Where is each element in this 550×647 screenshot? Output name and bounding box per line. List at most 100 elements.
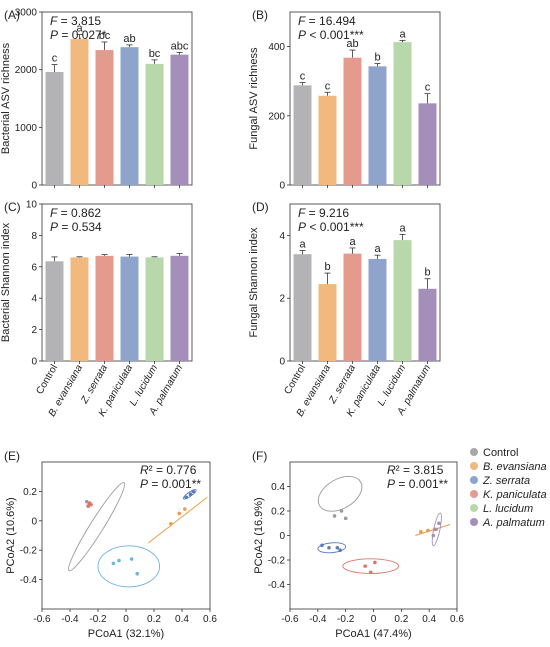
x-tick-label: -0.6 bbox=[281, 614, 299, 625]
legend-label: A. palmatum bbox=[482, 517, 545, 529]
bar bbox=[418, 103, 437, 185]
group-ellipse bbox=[97, 545, 161, 588]
significance-letter: a bbox=[399, 222, 406, 234]
group-ellipse bbox=[317, 542, 347, 554]
x-tick-label: 0 bbox=[123, 614, 129, 625]
y-tick-label: 0 bbox=[31, 516, 37, 527]
stat-p: P < 0.001*** bbox=[298, 220, 364, 234]
stat-p: P = 0.027* bbox=[50, 28, 107, 42]
x-tick-label: 0.6 bbox=[203, 614, 217, 625]
significance-letter: ab bbox=[346, 38, 358, 50]
legend-marker bbox=[470, 504, 478, 512]
significance-letter: ab bbox=[123, 33, 135, 45]
group-ellipse bbox=[431, 512, 442, 547]
data-point bbox=[332, 514, 337, 518]
data-point bbox=[339, 509, 344, 513]
bar bbox=[45, 261, 64, 361]
y-tick-label: 2 bbox=[279, 294, 285, 305]
y-tick-label: 0 bbox=[31, 357, 37, 368]
stat-f: F = 3.815 bbox=[50, 14, 101, 28]
stat-r2: R² = 3.815 bbox=[387, 463, 444, 477]
panel-letter: (B) bbox=[252, 8, 268, 22]
data-point bbox=[191, 489, 195, 494]
stat-r2: R² = 0.776 bbox=[140, 463, 197, 477]
bar bbox=[318, 95, 337, 185]
data-point bbox=[373, 560, 377, 565]
bar bbox=[343, 57, 362, 186]
data-point bbox=[437, 521, 441, 526]
bar bbox=[393, 42, 412, 185]
data-point bbox=[320, 543, 324, 548]
data-point bbox=[419, 530, 423, 534]
y-axis-title: Fungal Shannon index bbox=[248, 227, 260, 338]
x-tick-label: -0.4 bbox=[309, 614, 327, 625]
bar bbox=[418, 288, 437, 361]
bar bbox=[145, 63, 164, 185]
group-ellipse bbox=[68, 482, 126, 572]
bar bbox=[170, 255, 189, 361]
group-line bbox=[148, 496, 208, 544]
legend-marker bbox=[470, 518, 478, 526]
bar bbox=[95, 50, 114, 186]
y-tick-label: -0.2 bbox=[20, 546, 38, 557]
y-tick-label: 200 bbox=[268, 111, 285, 122]
panel-letter: (E) bbox=[4, 449, 20, 463]
bar bbox=[393, 240, 412, 361]
x-tick-label: Control bbox=[282, 363, 308, 396]
data-point bbox=[363, 564, 367, 568]
significance-letter: b bbox=[324, 261, 330, 273]
panel-frame bbox=[41, 11, 193, 186]
x-tick-label: -0.2 bbox=[337, 614, 355, 625]
data-point bbox=[327, 545, 331, 550]
stat-f: F = 0.862 bbox=[50, 206, 101, 220]
bar bbox=[70, 257, 89, 361]
y-tick-label: 3000 bbox=[15, 8, 38, 19]
significance-letter: b bbox=[424, 267, 430, 279]
bar bbox=[70, 39, 89, 185]
bar-panel-0: 0 1000 2000 3000 Bacterial ASV richness (A) F … bbox=[0, 8, 193, 192]
significance-letter: a bbox=[299, 238, 306, 250]
legend-label: K. paniculata bbox=[483, 489, 547, 501]
legend-marker bbox=[470, 462, 478, 470]
legend-label: B. evansiana bbox=[483, 461, 547, 473]
data-point bbox=[184, 495, 188, 500]
y-tick-label: 0 bbox=[279, 181, 285, 192]
y-tick-label: 4 bbox=[279, 231, 285, 242]
significance-letter: a bbox=[399, 28, 406, 40]
bar-panel-1: 0 200 400 Fungal ASV richness (B) F = 16.494P… bbox=[248, 8, 441, 192]
bar bbox=[170, 54, 189, 185]
significance-letter: a bbox=[374, 243, 381, 255]
x-tick-label: 0.4 bbox=[422, 614, 436, 625]
y-tick-label: -0.2 bbox=[268, 556, 286, 567]
bar bbox=[120, 256, 139, 361]
legend: Control B. evansiana Z. serrata K. panicula… bbox=[470, 447, 547, 529]
bar-panel-2: 0 2 4 6 8 10 Bacterial Shannon index (C) F = 0.8… bbox=[0, 200, 193, 419]
x-axis-title: PCoA1 (32.1%) bbox=[88, 628, 164, 640]
significance-letter: abc bbox=[171, 40, 189, 52]
y-axis-title: Bacterial Shannon index bbox=[0, 222, 12, 342]
y-tick-label: 6 bbox=[31, 262, 37, 273]
significance-letter: c bbox=[425, 82, 431, 94]
x-tick-label: -0.2 bbox=[89, 614, 107, 625]
data-point bbox=[117, 558, 121, 563]
data-point bbox=[431, 533, 436, 538]
panel-frame bbox=[289, 203, 441, 362]
legend-label: Control bbox=[483, 447, 518, 459]
data-point bbox=[129, 557, 134, 561]
bar bbox=[343, 253, 362, 361]
significance-letter: a bbox=[76, 22, 83, 34]
bar bbox=[120, 47, 139, 185]
panel-letter: (A) bbox=[4, 8, 20, 22]
legend-marker bbox=[470, 448, 478, 456]
x-tick-label: 0.2 bbox=[147, 614, 161, 625]
data-point bbox=[183, 507, 187, 511]
scatter-panel-5: -0.6 -0.4 -0.2 0 0.2 0.4 0.6 -0.4 -0.2 0 0.2 0.4 PCo… bbox=[252, 449, 464, 640]
panel-letter: (F) bbox=[252, 449, 267, 463]
data-point bbox=[135, 571, 139, 576]
y-tick-label: 1000 bbox=[15, 123, 38, 134]
bar bbox=[293, 254, 312, 361]
y-tick-label: 0.2 bbox=[271, 507, 285, 518]
y-axis-title: PCoA2 (10.6%) bbox=[5, 497, 17, 573]
